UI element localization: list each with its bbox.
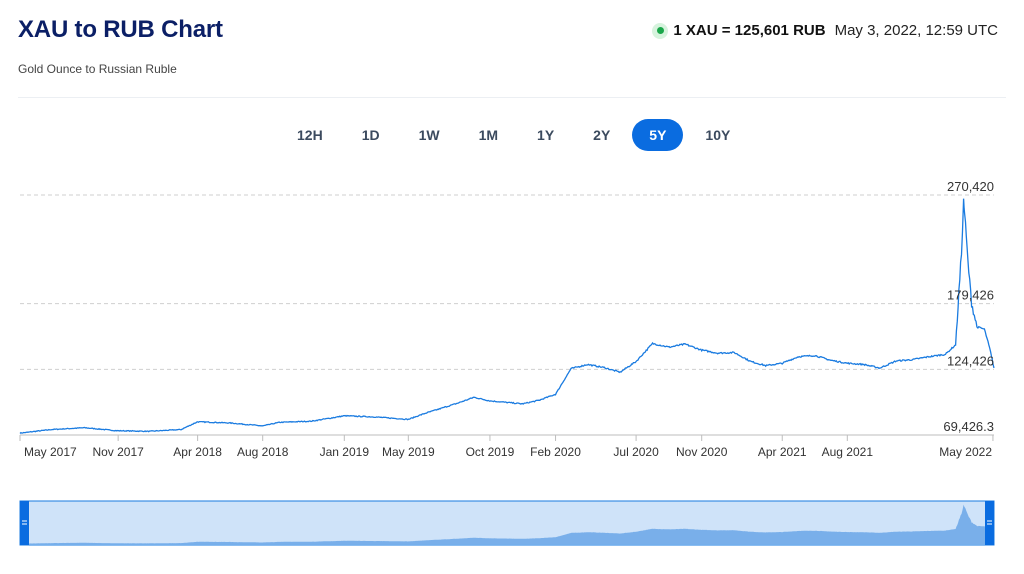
live-status-icon [652,22,669,39]
tab-1y[interactable]: 1Y [520,119,571,151]
navigator-left-handle[interactable] [20,501,29,545]
grid-lines [20,194,994,436]
tab-5y[interactable]: 5Y [632,119,684,151]
x-axis-label: Nov 2020 [676,445,728,459]
navigator-series-area [20,504,994,544]
x-axis-label: Apr 2021 [758,445,807,459]
y-axis-label: 179,426 [947,288,994,303]
x-axis-label: May 2022 [939,445,992,459]
tab-12h[interactable]: 12H [280,119,340,151]
y-axis-labels: 270,420 179,426 124,426 69,426.3 [943,179,994,434]
y-axis-label: 124,426 [947,353,994,368]
y-axis-label: 69,426.3 [943,419,994,434]
price-chart[interactable]: 270,420 179,426 124,426 69,426.3 May 2017 No… [0,170,1024,470]
tab-1m[interactable]: 1M [462,119,515,151]
price-series-line [19,198,995,434]
tab-1d[interactable]: 1D [345,119,397,151]
x-axis-label: Apr 2018 [173,445,222,459]
x-axis-label: Oct 2019 [466,445,515,459]
x-axis-label: Jan 2019 [320,445,370,459]
x-axis-label: Nov 2017 [92,445,144,459]
range-navigator[interactable] [0,496,1024,550]
navigator-right-handle[interactable] [985,501,994,545]
y-axis-label: 270,420 [947,179,994,194]
page-title: XAU to RUB Chart [18,16,223,43]
page-subtitle: Gold Ounce to Russian Ruble [18,62,177,76]
time-range-tabs: 12H 1D 1W 1M 1Y 2Y 5Y 10Y [280,119,752,151]
x-axis-label: May 2019 [382,445,435,459]
header-divider [18,97,1006,98]
current-rate: 1 XAU = 125,601 RUB May 3, 2022, 12:59 U… [652,22,998,39]
rate-value: 1 XAU = 125,601 RUB [673,22,826,39]
rate-timestamp: May 3, 2022, 12:59 UTC [834,22,998,39]
x-axis: May 2017 Nov 2017 Apr 2018 Aug 2018 Jan 2019… [19,435,994,459]
x-axis-label: Aug 2021 [822,445,874,459]
tab-2y[interactable]: 2Y [576,119,627,151]
tab-10y[interactable]: 10Y [688,119,747,151]
x-axis-label: Aug 2018 [237,445,289,459]
tab-1w[interactable]: 1W [402,119,457,151]
x-axis-label: Feb 2020 [530,445,581,459]
x-axis-label: May 2017 [24,445,77,459]
x-axis-label: Jul 2020 [613,445,659,459]
